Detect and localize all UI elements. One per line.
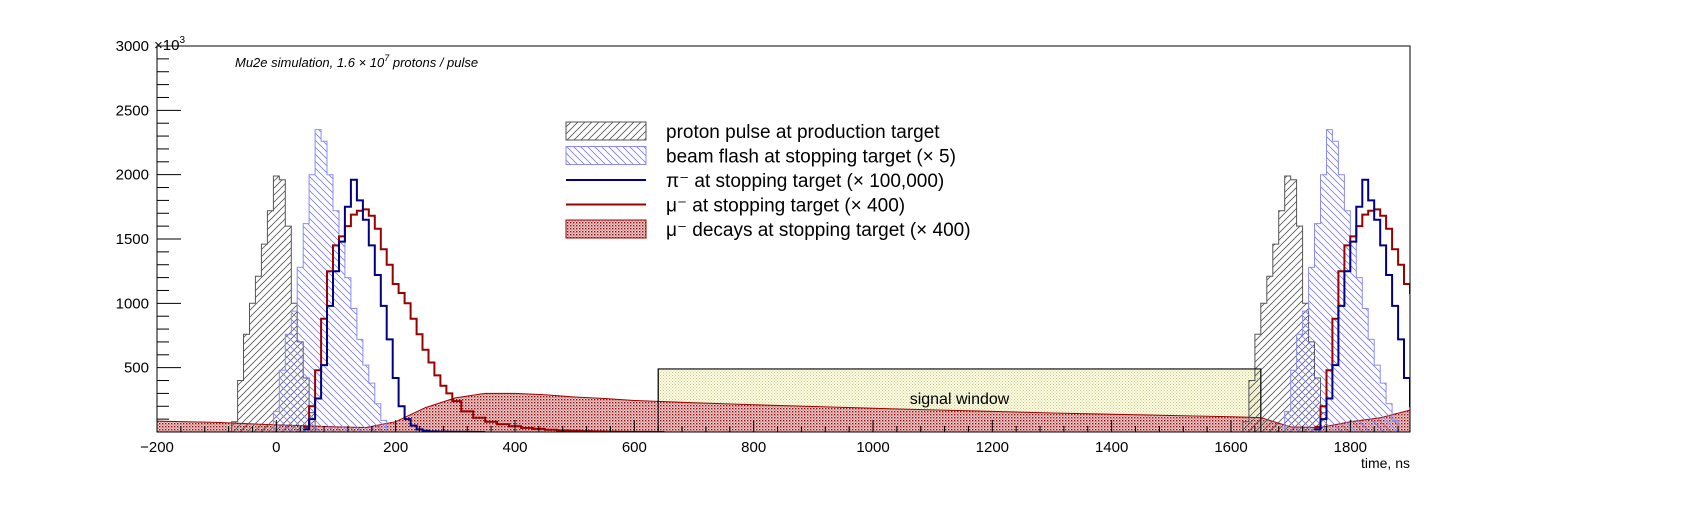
series-2-pulse-1 <box>1314 178 1410 431</box>
x-tick-label: 600 <box>622 439 647 456</box>
legend: proton pulse at production target beam fl… <box>565 121 971 241</box>
legend-label-3: μ⁻ at stopping target (× 400) <box>666 196 905 217</box>
y-tick-label: 1500 <box>116 231 149 248</box>
x-tick-label: 1600 <box>1214 439 1247 456</box>
signal-window-label: signal window <box>910 391 1010 408</box>
annotation-superscript: 7 <box>384 53 390 63</box>
legend-label-0: proton pulse at production target <box>666 122 940 143</box>
series-2-pulse-0 <box>303 178 486 432</box>
y-tick-label: 500 <box>124 360 149 377</box>
y-tick-label: 3000 <box>116 38 149 55</box>
legend-swatch-1 <box>565 146 647 165</box>
y-tick-label: 2500 <box>116 102 149 119</box>
x-tick-label: 1400 <box>1095 439 1128 456</box>
x-tick-label: 1800 <box>1334 439 1367 456</box>
annotation-suffix: protons / pulse <box>389 55 478 70</box>
legend-swatch-4 <box>565 219 647 239</box>
x-tick-label: 0 <box>272 439 280 456</box>
x-tick-label: 1200 <box>976 439 1009 456</box>
x-tick-label: 400 <box>502 439 527 456</box>
x-tick-label: 200 <box>383 439 408 456</box>
y-exponent-power: 3 <box>179 35 185 46</box>
chart-annotation: Mu2e simulation, 1.6 × 107 protons / pul… <box>235 53 478 70</box>
y-tick-label: 1000 <box>116 295 149 312</box>
y-exponent-base: ×10 <box>154 37 179 54</box>
y-axis-exponent: ×103 <box>154 35 185 54</box>
x-axis-title: time, ns <box>1361 455 1410 471</box>
plot-area <box>157 129 1410 432</box>
axes: signal window −200 0 200 400 600 800 1000 1200 14… <box>116 38 1411 456</box>
legend-label-1: beam flash at stopping target (× 5) <box>666 147 956 168</box>
x-tick-label: 1000 <box>856 439 889 456</box>
legend-label-4: μ⁻ decays at stopping target (× 400) <box>666 220 971 241</box>
legend-label-2: π⁻ at stopping target (× 100,000) <box>666 171 944 192</box>
legend-swatch-0 <box>565 121 647 141</box>
signal-window-outline <box>657 368 1262 432</box>
y-tick-label: 2000 <box>116 167 149 184</box>
x-tick-label: −200 <box>140 439 174 456</box>
annotation-text: Mu2e simulation, 1.6 × 10 <box>235 55 385 70</box>
x-tick-label: 800 <box>741 439 766 456</box>
